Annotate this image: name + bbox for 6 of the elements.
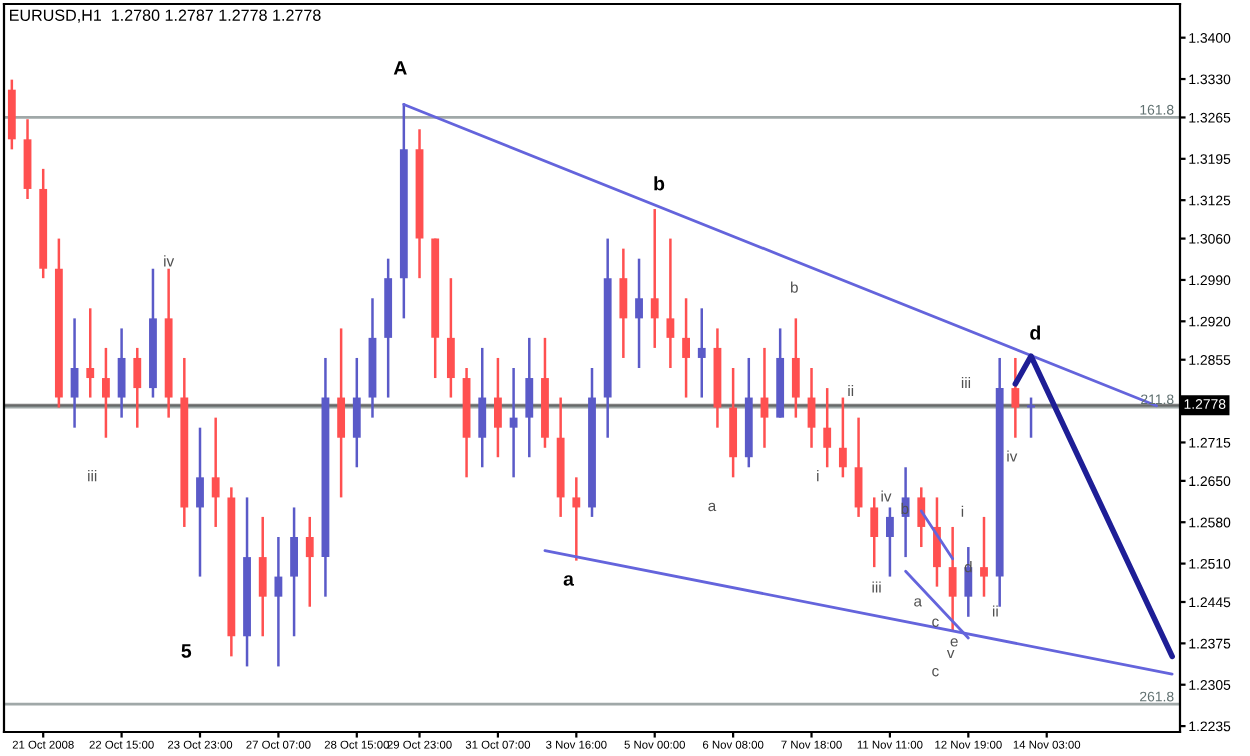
annotation: d: [1030, 325, 1041, 340]
chart-title: EURUSD,H1 1.2780 1.2787 1.2778 1.2778: [10, 9, 321, 23]
annotation: a: [563, 575, 575, 586]
annotation: 5: [181, 644, 192, 658]
annotation: A: [393, 61, 407, 75]
annotation: b: [654, 176, 665, 191]
